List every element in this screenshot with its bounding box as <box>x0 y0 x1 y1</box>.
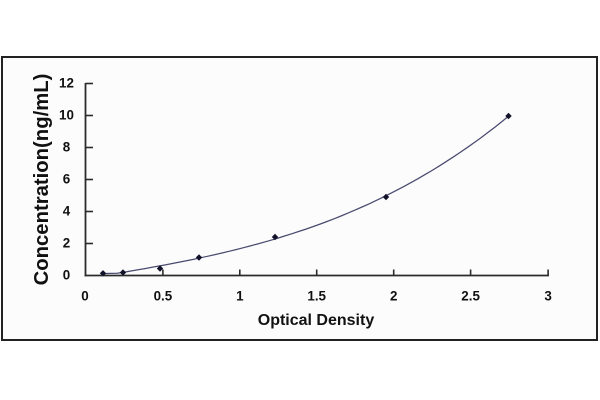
svg-text:3: 3 <box>544 289 551 304</box>
svg-text:Optical Density: Optical Density <box>258 312 375 329</box>
svg-text:1: 1 <box>236 289 244 304</box>
svg-text:Concentration(ng/mL): Concentration(ng/mL) <box>31 74 53 286</box>
svg-text:10: 10 <box>59 108 74 123</box>
svg-text:2: 2 <box>63 236 70 251</box>
svg-text:8: 8 <box>63 140 71 155</box>
svg-text:2.5: 2.5 <box>461 289 480 304</box>
svg-text:4: 4 <box>63 204 71 219</box>
svg-text:1.5: 1.5 <box>307 289 326 304</box>
svg-text:0: 0 <box>81 289 88 304</box>
svg-text:0: 0 <box>63 268 70 283</box>
svg-text:0.5: 0.5 <box>154 289 173 304</box>
svg-text:6: 6 <box>63 172 70 187</box>
svg-text:12: 12 <box>59 76 74 91</box>
svg-text:2: 2 <box>390 289 397 304</box>
